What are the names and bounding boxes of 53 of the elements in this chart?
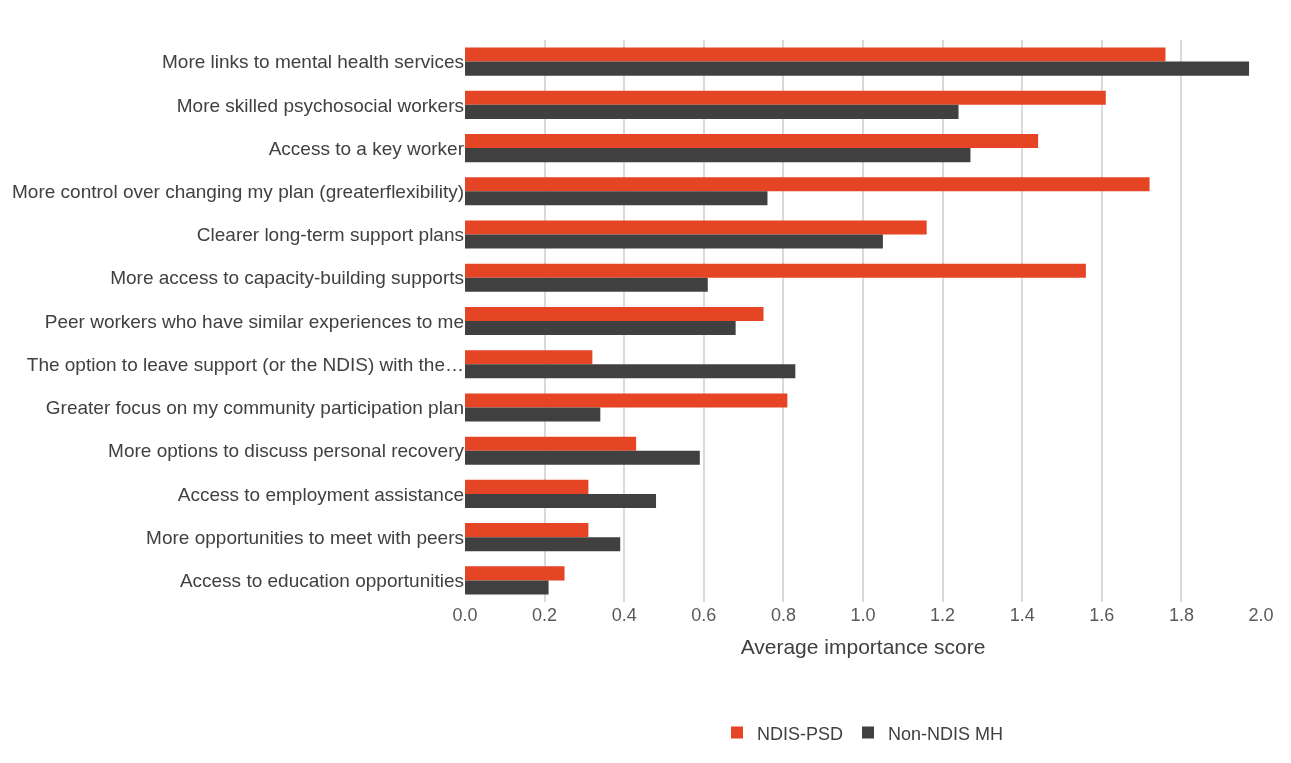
- bar: [465, 220, 927, 235]
- bar: [465, 566, 565, 581]
- bar: [465, 364, 796, 379]
- x-tick-label: 0.0: [452, 605, 478, 625]
- legend-label: NDIS-PSD: [757, 723, 844, 744]
- bar: [465, 263, 1086, 278]
- bar: [465, 191, 768, 206]
- bar: [465, 493, 657, 508]
- x-tick-label: 0.8: [770, 605, 796, 625]
- y-tick-label: More skilled psychosocial workers: [176, 94, 464, 116]
- x-tick-label: 1.6: [1089, 605, 1115, 625]
- y-tick-label: The option to leave support (or the NDIS) with the…: [26, 353, 464, 375]
- x-tick-label: 1.8: [1168, 605, 1194, 625]
- x-tick-label: 0.4: [611, 605, 637, 625]
- bar: [465, 321, 736, 336]
- x-axis-title: Average importance score: [740, 635, 986, 659]
- y-tick-label: More access to capacity-building supports: [110, 267, 464, 289]
- bar: [465, 393, 788, 408]
- bar: [465, 104, 959, 119]
- bar: [465, 479, 589, 494]
- bar: [465, 134, 1039, 149]
- bar: [465, 537, 621, 552]
- y-tick-label: Greater focus on my community participation plan: [45, 397, 464, 419]
- bar: [465, 407, 601, 422]
- bar: [465, 61, 1250, 76]
- y-tick-label: More links to mental health services: [161, 51, 464, 73]
- bar: [465, 306, 764, 321]
- bar: [465, 90, 1106, 105]
- bar: [465, 234, 883, 249]
- y-tick-label: More control over changing my plan (greaterflexibility): [12, 180, 464, 202]
- y-tick-label: Access to employment assistance: [177, 483, 464, 505]
- y-tick-label: More opportunities to meet with peers: [146, 526, 464, 548]
- bar: [465, 47, 1166, 62]
- y-tick-label: Peer workers who have similar experiences to me: [44, 310, 464, 332]
- bar: [465, 450, 700, 465]
- y-tick-label: More options to discuss personal recovery: [108, 440, 465, 462]
- bar: [465, 177, 1150, 192]
- y-tick-label: Clearer long-term support plans: [196, 224, 464, 246]
- bar: [465, 350, 593, 365]
- y-tick-label: Access to a key worker: [268, 137, 465, 159]
- x-tick-label: 1.0: [850, 605, 876, 625]
- x-tick-label: 2.0: [1248, 605, 1274, 625]
- bar: [465, 277, 708, 292]
- bar: [465, 523, 589, 538]
- x-tick-label: 0.2: [532, 605, 558, 625]
- bar: [465, 580, 549, 595]
- bar: [465, 436, 637, 451]
- bar: [465, 148, 971, 163]
- legend-label: Non-NDIS MH: [888, 723, 1004, 744]
- x-tick-label: 1.4: [1009, 605, 1035, 625]
- x-tick-label: 1.2: [930, 605, 956, 625]
- x-tick-label: 0.6: [691, 605, 717, 625]
- y-tick-label: Access to education opportunities: [179, 570, 464, 592]
